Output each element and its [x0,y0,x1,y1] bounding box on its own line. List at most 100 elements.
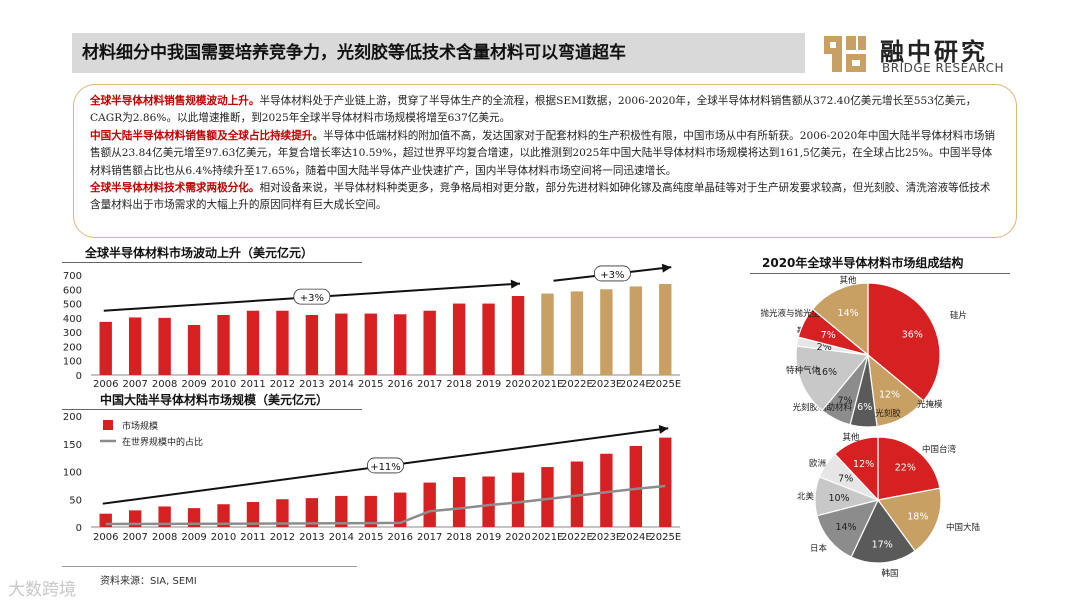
logo-name-cn: 融中研究 [880,38,988,66]
chart4-category-label: 欧洲 [809,458,826,469]
chart4-pct-label: 12% [853,459,874,470]
watermark: 大数跨境 [8,580,76,600]
source-note: 资料来源：SIA, SEMI [100,576,197,587]
chart2-bar [541,467,554,527]
chart2-xtick: 2023E [590,532,622,543]
chart1-xtick: 2010 [211,379,236,390]
chart1-bar [659,284,672,375]
chart1-xtick: 2016 [387,379,412,390]
chart3-pct-label: 6% [857,402,872,413]
chart3-pct-label: 7% [838,395,853,406]
chart4-category-label: 中国大陆 [946,522,981,533]
chart1-ytick: 500 [63,300,82,311]
chart2-xtick: 2014 [329,532,354,543]
chart2-xtick: 2018 [446,532,471,543]
chart4-category-label: 北美 [797,491,815,502]
chart2-xtick: 2017 [417,532,442,543]
chart2-bar [158,506,171,527]
chart4-slice [834,436,879,502]
chart2-xtick: 2011 [240,532,265,543]
source-divider [62,566,357,567]
chart2-title: 中国大陆半导体材料市场规模（美元亿元） [100,393,329,407]
chart3-category-label: 光掩模 [917,399,943,410]
chart1-xtick: 2013 [299,379,324,390]
chart4-pct-label: 7% [838,474,853,485]
chart2-bar [305,498,319,527]
chart2-ytick: 100 [63,468,82,479]
chart3-pct-label: 7% [821,330,836,341]
chart1-ytick: 100 [63,357,82,368]
chart2-xtick: 2020 [505,532,530,543]
chart1-bar [305,315,319,375]
chart1-xtick: 2024E [620,379,652,390]
chart3-pct-label: 36% [902,330,923,341]
chart1-bar [246,310,260,375]
chart2-bar [364,495,377,527]
summary-p2-head: 中国大陆半导体材料销售额及全球占比持续提升。 [90,129,324,142]
chart1-xtick: 2021E [532,379,564,390]
chart2-bar [187,508,201,527]
chart1-trend-arrow-a-label: +3% [300,293,324,304]
chart1-bar [452,303,466,375]
chart4-slice [876,487,942,552]
chart1-bar [511,296,525,375]
chart4-category-label: 中国台湾 [922,444,957,455]
chart4-category-label: 其他 [842,432,860,443]
chart1-title: 全球半导体材料市场波动上升（美元亿元） [85,246,314,260]
chart2-bar [600,453,613,527]
chart2-legend-line-label: 在世界规模中的占比 [122,436,203,448]
chart2-bar [570,461,584,527]
chart2-ytick: 50 [69,495,82,506]
chart1-xtick: 2015 [358,379,383,390]
chart1-xtick: 2006 [93,379,118,390]
chart1-bar [629,286,643,375]
chart4-category-label: 日本 [810,543,828,554]
chart3-pct-label: 12% [879,390,900,401]
chart1-bar [217,315,230,375]
chart1-bar [482,303,495,375]
chart4-category-label: 韩国 [881,568,898,579]
chart2-legend-bar-swatch [103,420,113,430]
chart3-pct-label: 14% [838,308,859,319]
page-title: 材料细分中我国需要培养竞争力，光刻胶等低技术含量材料可以弯道超车 [82,43,626,63]
chart1-trend-arrow-b-head [661,263,672,273]
chart1-bar [99,321,112,375]
chart1-xtick: 2008 [152,379,177,390]
chart1-xtick: 2017 [417,379,442,390]
chart2-bar [423,482,436,527]
chart2-bar [659,437,672,527]
chart1-bar [158,317,171,375]
chart4-pct-label: 10% [828,493,849,504]
chart4-slice [877,436,941,501]
chart1-xtick: 2018 [446,379,471,390]
logo-name-en: BRIDGE RESEARCH [882,61,1005,75]
chart3-category-label: 光刻胶 [875,408,901,419]
chart1-ytick: 600 [63,285,82,296]
chart2-title-underline [62,409,362,410]
chart2-bar [511,472,525,527]
summary-p3-head: 全球半导体材料技术需求两极分化。 [90,182,260,195]
chart3-category-label: 特种气体 [786,365,821,376]
chart2-xtick: 2012 [270,532,295,543]
chart4-slice [816,499,880,558]
chart2-trend-arrow-label: +11% [370,462,401,473]
chart1-bar [423,310,436,375]
chart2-bar [276,499,289,527]
chart1-bar [335,313,348,375]
chart1-ytick: 0 [76,371,82,382]
chart2-bar [246,502,260,527]
chart1-xtick: 2022E [561,379,593,390]
chart1-ytick: 700 [63,271,82,282]
summary-p1-body: 半导体材料处于产业链上游，贯穿了半导体生产的全流程，根据SEMI数据，2006-… [90,95,977,125]
chart2-ytick: 150 [63,440,82,451]
chart1-bar [394,314,407,375]
chart4-pct-label: 18% [907,511,928,522]
chart2-xtick: 2025E [649,532,681,543]
chart2-xtick: 2024E [620,532,652,543]
summary-p2-body: 半导体中低端材料的附加值不高，发达国家对于配套材料的生产积极性有限，中国市场从中… [90,129,995,177]
chart3-slice [795,345,870,412]
chart3-category-label: 其他 [839,275,857,286]
chart1-xtick: 2023E [590,379,622,390]
chart2-xtick: 2022E [561,532,593,543]
chart1-trend-arrow-b-label: +3% [600,270,624,281]
